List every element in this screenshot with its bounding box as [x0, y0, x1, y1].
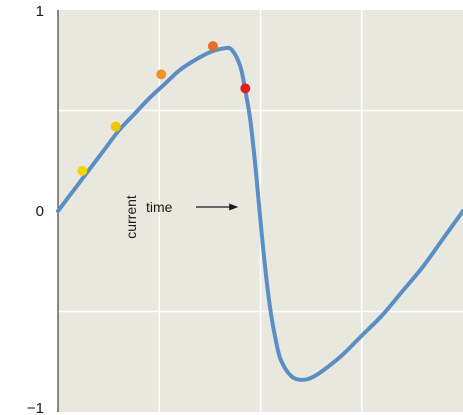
data-point — [240, 83, 251, 94]
data-points — [77, 41, 251, 176]
annotation-time-label: time — [146, 199, 173, 215]
y-tick-label: −1 — [27, 400, 44, 415]
y-tick-label: 0 — [36, 203, 44, 220]
y-ticks: 1 0 −1 — [27, 3, 44, 415]
data-point — [77, 165, 88, 176]
y-tick-label: 1 — [36, 3, 44, 20]
annotation: current time — [123, 195, 239, 239]
data-point — [207, 41, 218, 52]
annotation-arrow-head — [229, 203, 239, 211]
data-point — [110, 121, 121, 132]
annotation-current-label: current — [123, 195, 139, 239]
data-point — [156, 69, 167, 80]
series-line — [56, 45, 463, 382]
